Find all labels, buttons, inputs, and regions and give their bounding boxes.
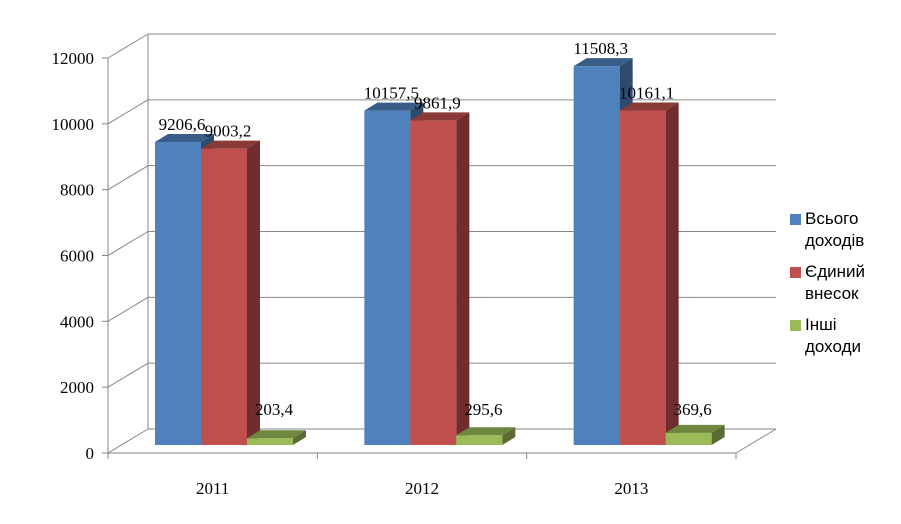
data-label: 295,6 (464, 400, 502, 419)
y-tick-label: 10000 (52, 115, 95, 134)
y-tick-label: 6000 (60, 247, 94, 266)
bar-top (619, 102, 679, 111)
x-tick-label: 2011 (196, 479, 229, 498)
bar-Інші доходи-2013 (665, 424, 725, 445)
legend-label-total: Всього доходів (805, 209, 865, 250)
y-tick-label: 8000 (60, 181, 94, 200)
bar-Інші доходи-2011 (247, 430, 306, 445)
chart-axes (102, 34, 777, 459)
bar-Інші доходи-2012 (456, 427, 516, 445)
gridline-side-4000 (107, 296, 149, 322)
chart-labels: 0 2000 4000 6000 8000 10000 12000 2011 2012 2013 9… (52, 39, 712, 498)
bar-side (456, 112, 470, 446)
bar-Єдиний внесок-2013 (619, 102, 679, 445)
legend-label-single-contribution: Єдиний внесок (805, 262, 866, 303)
data-label: 11508,3 (573, 39, 628, 58)
floor-right-edge (735, 428, 777, 454)
bar-side (665, 102, 679, 445)
data-label: 9861,9 (414, 93, 461, 112)
bar-front (410, 120, 457, 446)
legend-swatch-total (790, 214, 801, 225)
bar-front (619, 110, 666, 445)
legend-swatch-single-contribution (790, 267, 801, 278)
legend-item-other-income: Інші доходи (790, 314, 897, 358)
bar-side (502, 427, 516, 445)
gridline-side-2000 (107, 362, 149, 388)
legend-item-single-contribution: Єдиний внесок (790, 261, 897, 305)
gridline-side-10000 (107, 99, 149, 125)
data-label: 203,4 (255, 400, 294, 419)
bar-front (573, 66, 620, 446)
bar-front (364, 110, 411, 445)
bar-front (456, 435, 503, 445)
y-tick-label: 12000 (52, 49, 95, 68)
chart-bars (155, 58, 725, 446)
data-label: 9003,2 (205, 122, 252, 141)
data-label: 9206,6 (159, 115, 206, 134)
data-label: 10161,1 (619, 84, 674, 103)
y-tick-label: 4000 (60, 312, 94, 331)
bar-Єдиний внесок-2012 (410, 112, 470, 446)
bar-top (364, 102, 424, 111)
bar-front (155, 141, 201, 446)
chart-legend: Всього доходів Єдиний внесок Інші доходи (790, 208, 897, 367)
data-label: 369,6 (674, 400, 712, 419)
legend-label-other-income: Інші доходи (805, 315, 861, 356)
x-tick-label: 2012 (405, 479, 439, 498)
bar-top (665, 424, 725, 433)
bar-top (456, 427, 516, 436)
bar-Єдиний внесок-2011 (201, 140, 260, 446)
bar-top (410, 112, 470, 121)
data-label: 10157,5 (364, 84, 419, 103)
bar-front (247, 438, 293, 445)
bar-side (711, 424, 725, 445)
gridline-side-6000 (107, 231, 149, 256)
bar-side (247, 140, 260, 446)
y-tick-label: 2000 (60, 378, 94, 397)
bar-side (293, 430, 306, 445)
bar-front (665, 432, 712, 445)
bar-top (155, 133, 214, 142)
bar-top (573, 58, 633, 67)
legend-item-total: Всього доходів (790, 208, 897, 252)
x-tick-label: 2013 (614, 479, 648, 498)
gridline-side-0 (107, 428, 149, 454)
gridline-side-8000 (107, 165, 149, 191)
gridline-side-12000 (107, 33, 149, 59)
bar-front (201, 148, 247, 446)
y-tick-label: 0 (86, 444, 95, 463)
bar-top (247, 430, 306, 439)
legend-swatch-other-income (790, 320, 801, 331)
bar-top (201, 140, 260, 149)
